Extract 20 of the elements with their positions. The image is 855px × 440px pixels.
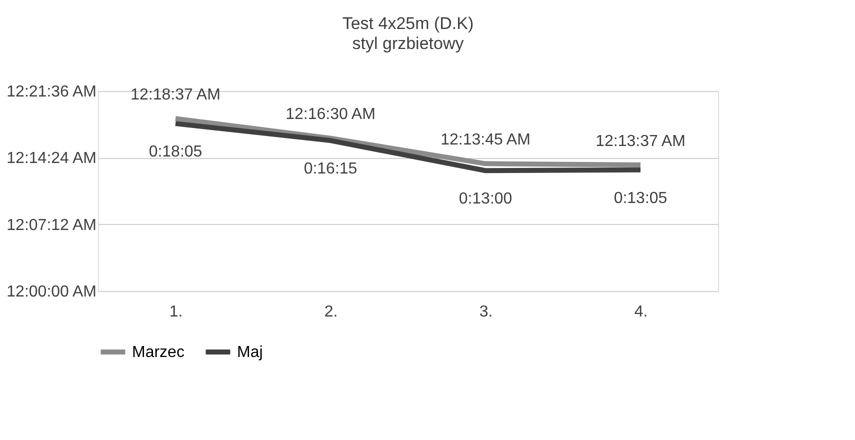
chart-title: Test 4x25m (D.K) bbox=[342, 14, 474, 33]
x-tick-label: 1. bbox=[169, 304, 183, 320]
legend-label: Maj bbox=[237, 344, 263, 361]
data-label: 12:16:30 AM bbox=[286, 106, 376, 124]
x-tick-label: 2. bbox=[324, 304, 338, 320]
data-label: 0:13:05 bbox=[614, 190, 668, 207]
data-label: 0:18:05 bbox=[148, 144, 202, 161]
x-tick-label: 4. bbox=[634, 304, 648, 320]
data-label: 0:16:15 bbox=[304, 160, 358, 178]
data-label: 12:13:45 AM bbox=[440, 132, 530, 149]
y-tick-label: 12:00:00 AM bbox=[6, 284, 96, 300]
data-label: 12:13:37 AM bbox=[596, 132, 686, 150]
data-label: 0:13:00 bbox=[458, 190, 512, 208]
data-label: 12:18:37 AM bbox=[130, 86, 220, 104]
legend-label: Marzec bbox=[132, 344, 184, 361]
x-tick-label: 3. bbox=[479, 304, 493, 320]
y-tick-label: 12:07:12 AM bbox=[6, 216, 96, 234]
chart-subtitle: styl grzbietowy bbox=[352, 34, 464, 53]
y-tick-label: 12:14:24 AM bbox=[6, 150, 96, 168]
y-tick-label: 12:21:36 AM bbox=[6, 84, 96, 100]
